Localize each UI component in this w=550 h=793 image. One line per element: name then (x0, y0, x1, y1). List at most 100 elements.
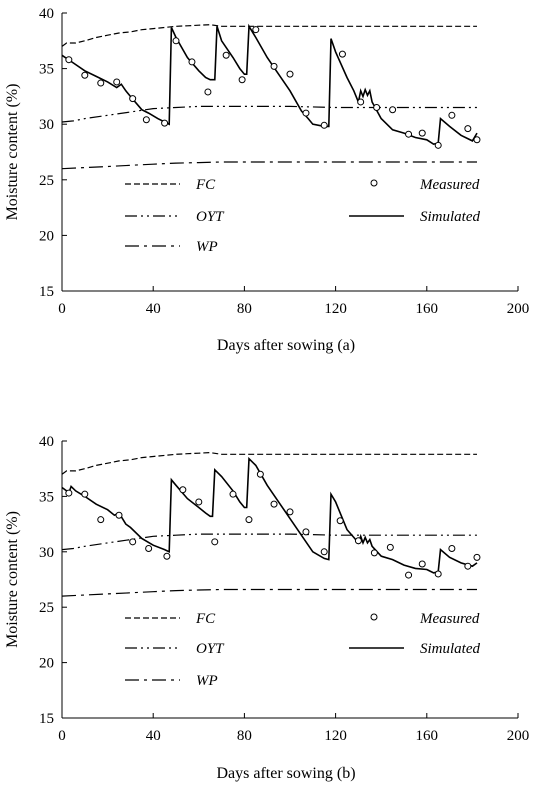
y-tick-label: 20 (39, 228, 54, 244)
measured-point (434, 570, 442, 578)
measured-point (373, 104, 381, 112)
measured-point (142, 116, 150, 124)
measured-point (245, 516, 253, 524)
legend-simulated-label: Simulated (420, 641, 480, 657)
legend-measured-marker (370, 613, 378, 621)
measured-point (405, 130, 413, 138)
measured-point (145, 544, 153, 552)
legend-oyt-label: OYT (196, 209, 225, 225)
x-tick-label: 40 (146, 301, 161, 317)
measured-point (434, 141, 442, 149)
chart-panel-a: 15 20 25 30 35 40 0 40 80 120 160 200 Days after sow… (4, 6, 529, 354)
measured-point (389, 106, 397, 114)
x-tick-label: 0 (58, 728, 66, 744)
measured-point (188, 58, 196, 66)
measured-point (252, 26, 260, 34)
measured-point (336, 517, 344, 525)
measured-point (448, 111, 456, 119)
measured-point (81, 490, 89, 498)
y-tick-label: 25 (39, 173, 54, 189)
measured-point (129, 538, 137, 546)
measured-point (229, 490, 237, 498)
x-tick-label: 80 (237, 728, 252, 744)
legend-wp-label: WP (196, 673, 218, 689)
measured-point (256, 470, 264, 478)
measured-point (464, 125, 472, 133)
x-tick-label: 0 (58, 301, 66, 317)
measured-point (320, 121, 328, 129)
legend-fc-label: FC (195, 177, 216, 193)
measured-point (270, 62, 278, 70)
legend: FC Measured OYT Simulated WP (125, 611, 480, 689)
fc-line (61, 24, 477, 47)
fc-line (61, 451, 477, 475)
measured-point (97, 79, 105, 87)
measured-point (115, 511, 123, 519)
measured-point (370, 549, 378, 557)
measured-point (163, 552, 171, 560)
y-tick-label: 15 (39, 711, 54, 727)
legend-measured-marker (370, 179, 378, 187)
measured-point (65, 56, 73, 64)
measured-point (195, 498, 203, 506)
y-tick-label: 25 (39, 600, 54, 616)
x-tick-label: 80 (237, 301, 252, 317)
x-tick-label: 120 (324, 301, 347, 317)
measured-point (302, 528, 310, 536)
measured-point (65, 489, 73, 497)
measured-point (172, 37, 180, 45)
measured-point (418, 560, 426, 568)
measured-point (473, 553, 481, 561)
legend-oyt-label: OYT (196, 641, 225, 657)
y-tick-label: 30 (39, 545, 54, 561)
wp-line (61, 588, 477, 597)
measured-point (338, 50, 346, 58)
measured-point (204, 88, 212, 96)
y-tick-label: 35 (39, 62, 54, 78)
measured-point (161, 119, 169, 127)
measured-point (286, 508, 294, 516)
measured-point (386, 543, 394, 551)
measured-point (286, 70, 294, 78)
measured-point (302, 109, 310, 117)
oyt-line (61, 105, 477, 123)
y-axis-title: Moisture content (%) (4, 511, 21, 648)
y-tick-label: 20 (39, 656, 54, 672)
x-tick-label: 40 (146, 728, 161, 744)
simulated-line (61, 456, 478, 574)
oyt-line (61, 533, 477, 551)
y-tick-label: 35 (39, 489, 54, 505)
measured-point (448, 544, 456, 552)
wp-line (61, 161, 477, 170)
y-tick-label: 40 (39, 6, 54, 22)
x-axis-title: Days after sowing (b) (216, 765, 355, 782)
legend-fc-label: FC (195, 611, 216, 627)
x-tick-label: 160 (416, 301, 439, 317)
measured-point (418, 129, 426, 137)
measured-point (270, 500, 278, 508)
measured-point (238, 76, 246, 84)
legend-measured-label: Measured (419, 611, 480, 627)
measured-point (473, 136, 481, 144)
legend: FC Measured OYT Simulated WP (125, 177, 480, 255)
measured-point (81, 71, 89, 79)
measured-point (405, 571, 413, 579)
measured-point (97, 516, 105, 524)
measured-point (222, 51, 230, 59)
x-tick-label: 200 (507, 301, 530, 317)
y-tick-label: 30 (39, 117, 54, 133)
measured-point (211, 538, 219, 546)
y-axis-title: Moisture content (%) (4, 84, 21, 221)
y-tick-label: 40 (39, 434, 54, 450)
x-tick-label: 120 (324, 728, 347, 744)
chart-panel-b: 15 20 25 30 35 40 0 40 80 120 160 200 Days after sow… (4, 434, 529, 782)
legend-measured-label: Measured (419, 177, 480, 193)
legend-wp-label: WP (196, 239, 218, 255)
x-tick-label: 160 (416, 728, 439, 744)
x-tick-label: 200 (507, 728, 530, 744)
measured-point (464, 562, 472, 570)
measured-point (320, 548, 328, 556)
legend-simulated-label: Simulated (420, 209, 480, 225)
measured-point (113, 78, 121, 86)
